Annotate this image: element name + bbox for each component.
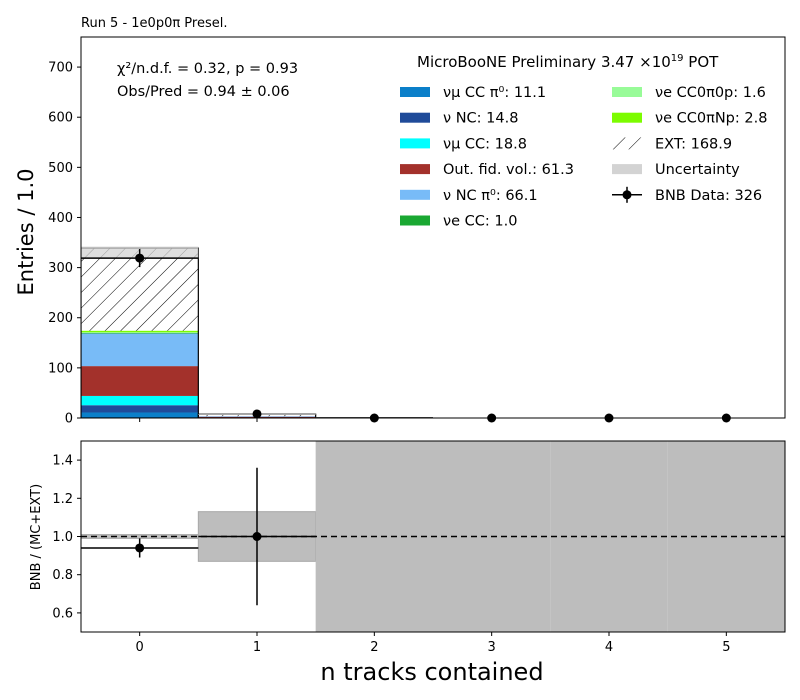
legend: νμ CC π⁰: 11.1 ν NC: 14.8 νμ CC: 18.8 Out. …: [400, 85, 767, 230]
legend-swatch-9: [612, 164, 642, 175]
main-ytick-label-300: 300: [48, 261, 73, 276]
legend-label-8: EXT: 168.9: [655, 136, 732, 152]
legend-label-6: νe CC0π0p: 1.6: [655, 85, 766, 101]
ratio-band-bin-4: [550, 441, 668, 632]
bar--e-cc-bin-0: [81, 333, 199, 334]
legend-swatch-8: [612, 137, 642, 150]
ratio-ytick-label-1: 1.0: [52, 530, 73, 545]
main-ytick-label-0: 0: [65, 412, 73, 427]
ratio-y-axis-label: BNB / (MC+EXT): [29, 484, 44, 590]
x-axis-label: n tracks contained: [320, 658, 543, 686]
legend-label-4: ν NC π⁰: 66.1: [443, 188, 538, 204]
main-ytick-label-500: 500: [48, 161, 73, 176]
bar--e-cc0-0p-bin-0: [81, 332, 199, 334]
main-plot: 0 100 200 300 400 500 600 700 Entries / 1.0 χ²/…: [14, 36, 786, 427]
legend-title: MicroBooNE Preliminary 3.47 ×1019 POT: [417, 53, 719, 71]
legend-label-3: Out. fid. vol.: 61.3: [443, 162, 574, 178]
ratio-xtick-label-5: 5: [722, 640, 730, 655]
data-point-1: [252, 409, 262, 419]
main-axes-frame: [80, 36, 786, 419]
ratio-ytick-label-1.4: 1.4: [52, 454, 73, 469]
legend-label-9: Uncertainty: [655, 162, 740, 178]
legend-label-5: νe CC: 1.0: [443, 214, 517, 230]
legend-entry-7: νe CC0πNp: 2.8: [612, 111, 767, 127]
legend-swatch-5: [400, 215, 430, 226]
bar--cc--bin-0: [81, 412, 199, 418]
legend-label-2: νμ CC: 18.8: [443, 136, 527, 152]
bar--nc--bin-0: [81, 333, 199, 367]
main-ytick-label-400: 400: [48, 211, 73, 226]
chi2-text: χ²/n.d.f. = 0.32, p = 0.93: [117, 61, 298, 77]
ratio-ytick-label-1.2: 1.2: [52, 492, 73, 507]
legend-entry-4: ν NC π⁰: 66.1: [400, 188, 538, 204]
main-ytick-label-200: 200: [48, 311, 73, 326]
legend-label-1: ν NC: 14.8: [443, 111, 518, 127]
ratio-ytick-label-0.8: 0.8: [52, 568, 73, 583]
legend-swatch-4: [400, 189, 430, 200]
legend-swatch-6: [612, 87, 642, 97]
bar--e-cc0-np-bin-0: [81, 330, 199, 333]
legend-swatch-1: [400, 112, 430, 123]
obs-pred-text: Obs/Pred = 0.94 ± 0.06: [117, 84, 290, 100]
legend-entry-5: νe CC: 1.0: [400, 214, 517, 230]
legend-label-7: νe CC0πNp: 2.8: [655, 111, 767, 127]
bar--nc-bin-0: [81, 405, 199, 413]
main-ytick-label-700: 700: [48, 61, 73, 76]
bar-out-fid-vol--bin-0: [81, 366, 199, 396]
bar--cc-bin-0: [81, 395, 199, 406]
legend-data-marker: [622, 190, 632, 200]
legend-entry-10: BNB Data: 326: [612, 186, 762, 204]
legend-label-10: BNB Data: 326: [655, 188, 762, 204]
main-ytick-label-600: 600: [48, 111, 73, 126]
ratio-point-1: [252, 532, 262, 541]
legend-entry-8: EXT: 168.9: [612, 136, 732, 152]
ratio-point-0: [135, 543, 145, 553]
ratio-ytick-label-0.6: 0.6: [52, 606, 73, 621]
legend-entry-1: ν NC: 14.8: [400, 111, 518, 127]
legend-swatch-2: [400, 138, 430, 149]
legend-entry-0: νμ CC π⁰: 11.1: [400, 85, 546, 101]
run-label: Run 5 - 1e0p0π Presel.: [81, 16, 228, 31]
legend-entry-2: νμ CC: 18.8: [400, 136, 527, 152]
data-point-0: [135, 253, 145, 263]
legend-entry-3: Out. fid. vol.: 61.3: [400, 162, 574, 178]
legend-label-0: νμ CC π⁰: 11.1: [443, 85, 546, 101]
legend-entry-9: Uncertainty: [612, 162, 740, 178]
legend-swatch-3: [400, 164, 430, 175]
legend-swatch-7: [612, 112, 642, 123]
ratio-xtick-label-4: 4: [605, 640, 613, 655]
ratio-xtick-label-3: 3: [488, 640, 496, 655]
ratio-band-bin-0: [81, 534, 199, 539]
ratio-xtick-label-1: 1: [253, 640, 261, 655]
ratio-plot: 0.6 0.8 1.0 1.2 1.4 0 1 2 3 4 5 BNB / (MC+EXT) n …: [29, 440, 786, 686]
legend-swatch-0: [400, 87, 430, 97]
main-y-axis-label: Entries / 1.0: [14, 169, 38, 296]
main-ytick-label-100: 100: [48, 361, 73, 376]
legend-entry-6: νe CC0π0p: 1.6: [612, 85, 766, 101]
ratio-axes-frame: [80, 440, 786, 633]
ratio-xtick-label-2: 2: [370, 640, 378, 655]
ratio-xtick-label-0: 0: [136, 640, 144, 655]
